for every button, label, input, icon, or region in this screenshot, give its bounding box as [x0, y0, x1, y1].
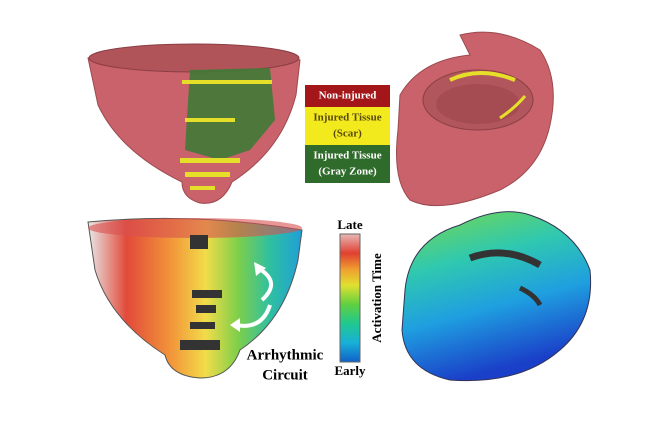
heart-injury-view — [87, 43, 301, 204]
colorbar-top-label: Late — [337, 217, 363, 232]
heart-activation-view — [87, 217, 303, 379]
legend-label: Injured Tissue — [313, 112, 381, 124]
legend-label: Injured Tissue — [313, 150, 381, 162]
heart-injury-cut-view — [396, 31, 554, 207]
colorbar-title: Activation Time — [369, 253, 384, 343]
legend-label: (Scar) — [333, 128, 362, 140]
legend-swatch — [305, 107, 390, 145]
legend-label: Non-injured — [319, 90, 377, 102]
annotation-line: Arrhythmic — [247, 347, 324, 363]
legend-swatch — [305, 145, 390, 183]
heart-activation-cut-view — [401, 211, 592, 382]
legend: Non-injured Injured Tissue (Scar) Injured T… — [305, 85, 390, 183]
annotation-line: Circuit — [262, 367, 308, 383]
colorbar — [339, 233, 361, 363]
colorbar-bottom-label: Early — [334, 363, 366, 378]
legend-label: (Gray Zone) — [318, 166, 377, 178]
legend-swatch — [305, 85, 390, 107]
